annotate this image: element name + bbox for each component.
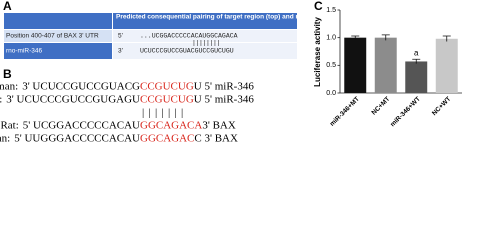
sequence: C 3' BAX [194, 133, 238, 145]
seq-end: 3' [118, 48, 123, 55]
error-bar [442, 35, 451, 42]
bar [435, 38, 458, 93]
bar [344, 37, 367, 93]
pairing: |||||||| [192, 40, 220, 47]
error-bar [381, 34, 390, 41]
header-cell [113, 13, 297, 29]
sequence: 3' UCUCCCGUCCGUGAGU [6, 94, 140, 106]
sequence: 5' UUGGGACCCCCACAU [14, 133, 140, 145]
row-cell [4, 43, 112, 59]
seq-end: 5' [118, 33, 123, 40]
y-tick-label: 0.0 [326, 90, 336, 97]
y-tick-label: 1.0 [326, 35, 336, 42]
row-cell [113, 30, 297, 42]
sequence: 3' BAX [202, 120, 236, 132]
sequence: UCUCCCGUCCGUACGUCCGUCUGU [140, 48, 234, 55]
row-name: Position 400-407 of BAX 3' UTR [6, 33, 99, 40]
annotation: a [414, 48, 419, 57]
bar [374, 37, 397, 93]
species: Human: [0, 81, 18, 93]
panel-label: C [314, 0, 323, 13]
sequence-highlight: CCGUCUG [140, 81, 194, 93]
x-tick-label: NC+MT [370, 96, 391, 117]
sequence: U 5' miR-346 [194, 81, 255, 93]
species: Rat: [0, 120, 18, 132]
pairing: ||||||| [142, 107, 188, 119]
x-tick-label: NC+WT [431, 96, 452, 117]
header-cell [4, 13, 112, 29]
panel-label: B [3, 67, 12, 81]
panel-label: A [3, 0, 12, 13]
sequence: 3' UCUCCGUCCGUACG [22, 81, 140, 93]
bar [405, 61, 428, 93]
sequence-highlight: GGCAGAC [140, 133, 194, 145]
error-bar [412, 58, 421, 64]
x-tick-label: miR-346+WT [389, 96, 422, 129]
error-bar [351, 35, 360, 40]
row-cell [4, 30, 112, 42]
sequence: U 5' miR-346 [194, 94, 255, 106]
sequence-highlight: CCGUCUG [140, 94, 194, 106]
row-name: rno-miR-346 [6, 48, 43, 55]
species: Human: [0, 133, 10, 145]
y-tick-label: 0.5 [326, 62, 336, 69]
y-axis-label: Luciferase activity [313, 17, 322, 87]
row-cell [113, 43, 297, 59]
figure: A Predicted consequential pairing of tar… [0, 0, 462, 145]
chart: 0.0 0.5 1.0 1.5 miR-346+MT NC+MT a miR-346+WT NC… [326, 7, 462, 129]
sequence-highlight: GGCAGACA [140, 120, 202, 132]
y-tick-label: 1.5 [326, 7, 336, 14]
sequence: ...UCGGACCCCCACAUGGCAGACA [140, 33, 238, 40]
header-text: Predicted consequential pairing of targe… [116, 14, 345, 21]
species: Rat: [0, 94, 2, 106]
x-tick-label: miR-346+MT [329, 96, 361, 128]
sequence: 5' UCGGACCCCCACAU [23, 120, 140, 132]
